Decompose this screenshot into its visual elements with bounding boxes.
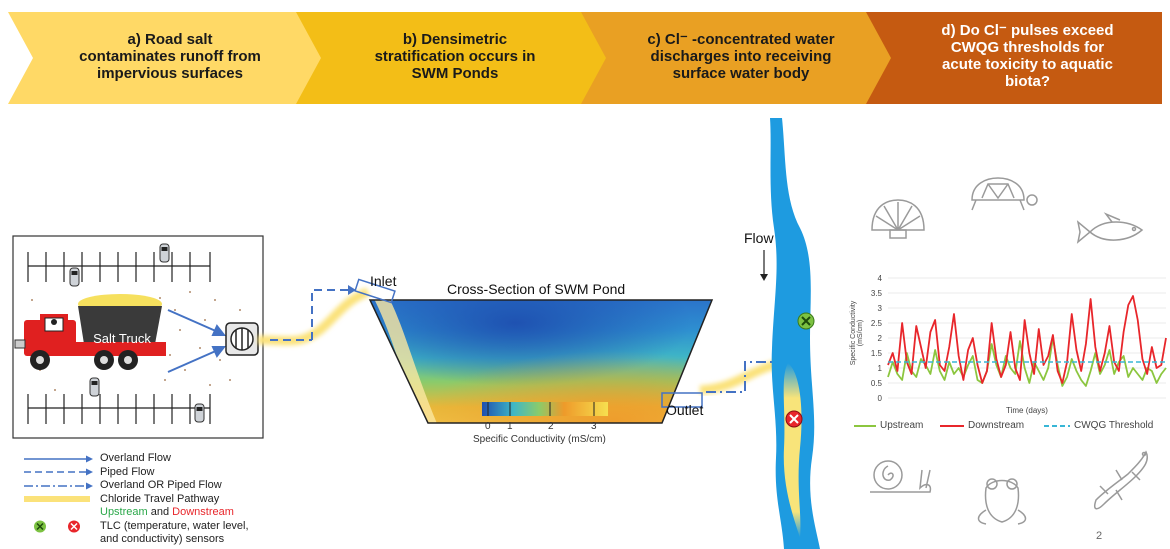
- chart-xlabel: Time (days): [1006, 406, 1048, 415]
- parking-lot: Salt Truck: [12, 235, 264, 439]
- legend-upstream-downstream: Upstream and Downstream: [100, 506, 234, 518]
- legend-tlc-sensors-2: and conductivity) sensors: [100, 533, 225, 545]
- chart-series-downstream: [887, 295, 1167, 384]
- frog-icon: [977, 478, 1027, 525]
- step-b-text: b) Densimetric stratification occurs in SW…: [374, 30, 536, 82]
- outlet-label: Outlet: [666, 402, 704, 418]
- river: [770, 118, 820, 549]
- chart-ytick-label: 2: [878, 334, 883, 343]
- upstream-sensor-icon: [797, 312, 815, 330]
- legend-threshold-label: CWQG Threshold: [1074, 420, 1154, 431]
- legend-overland-or-piped: Overland OR Piped Flow: [24, 479, 249, 493]
- colorbar-tick-2: 2: [548, 421, 554, 432]
- flow-label: Flow: [744, 230, 774, 246]
- inlet-label: Inlet: [370, 273, 397, 289]
- chart-ytick-label: 1: [878, 364, 883, 373]
- process-banner: [8, 12, 1162, 104]
- step-d-text: d) Do Cl⁻ pulses exceed CWQG thresholds f…: [941, 22, 1114, 90]
- legend-overland-flow: Overland Flow: [24, 452, 249, 466]
- chart-ytick-label: 3: [878, 304, 883, 313]
- lizard-icon: [1093, 450, 1148, 510]
- turtle-icon: [971, 177, 1038, 211]
- colorbar-tick-0: 0: [485, 421, 491, 432]
- chart-ytick-label: 4: [878, 274, 883, 283]
- pond-cross-section: [354, 278, 714, 424]
- car-icon: [69, 243, 205, 423]
- chart-ylabel: Specific Conductivity (mS/cm): [850, 300, 864, 366]
- flow-arrow-icon: [760, 250, 768, 281]
- legend-threshold: CWQG Threshold: [1044, 420, 1153, 431]
- step-c-text: c) Cl⁻ -concentrated water discharges int…: [647, 30, 835, 82]
- snail-icon: [870, 460, 932, 493]
- step-a-chevron: [8, 12, 325, 104]
- colorbar-tick-3: 3: [591, 421, 597, 432]
- page-number: 2: [1096, 530, 1103, 542]
- legend-downstream: Downstream: [940, 420, 1024, 431]
- legend-upstream: Upstream: [854, 420, 923, 431]
- legend-tlc-sensors: TLC (temperature, water level,: [24, 520, 249, 534]
- chart-ytick-label: 1.5: [871, 349, 883, 358]
- chart-ytick-label: 0: [878, 394, 883, 403]
- colorbar: [482, 402, 608, 416]
- aquatic-biota: [870, 177, 1148, 525]
- legend-chloride-pathway: Chloride Travel Pathway: [24, 492, 220, 505]
- step-b-chevron: [296, 12, 610, 104]
- shell-icon: [871, 199, 925, 239]
- colorbar-tick-1: 1: [507, 421, 513, 432]
- step-a-text: a) Road salt contaminates runoff from impe…: [79, 30, 261, 82]
- chart-ytick-label: 2.5: [871, 319, 883, 328]
- legend-piped-flow: Piped Flow: [24, 466, 249, 480]
- chart-ytick-label: 0.5: [871, 379, 883, 388]
- conductivity-chart: 0 0.5 1 1.5 2 2.5 3 3.5 4: [871, 274, 1167, 403]
- colorbar-title: Specific Conductivity (mS/cm): [473, 434, 606, 445]
- truck-label: Salt Truck: [93, 331, 151, 346]
- downstream-sensor-icon: [68, 520, 80, 533]
- pond-title: Cross-Section of SWM Pond: [447, 281, 626, 297]
- step-c-chevron: [581, 12, 895, 104]
- downstream-sensor-icon: [785, 410, 803, 428]
- salt-truck-icon: [14, 294, 166, 370]
- legend-upstream-label: Upstream: [880, 420, 924, 431]
- chart-ytick-label: 3.5: [871, 289, 883, 298]
- flow-legend: Overland Flow Piped Flow Overland OR Pip…: [24, 452, 249, 547]
- step-d-chevron: [866, 12, 1162, 104]
- fish-icon: [1076, 212, 1144, 244]
- upstream-sensor-icon: [34, 520, 46, 533]
- legend-downstream-label: Downstream: [968, 420, 1025, 431]
